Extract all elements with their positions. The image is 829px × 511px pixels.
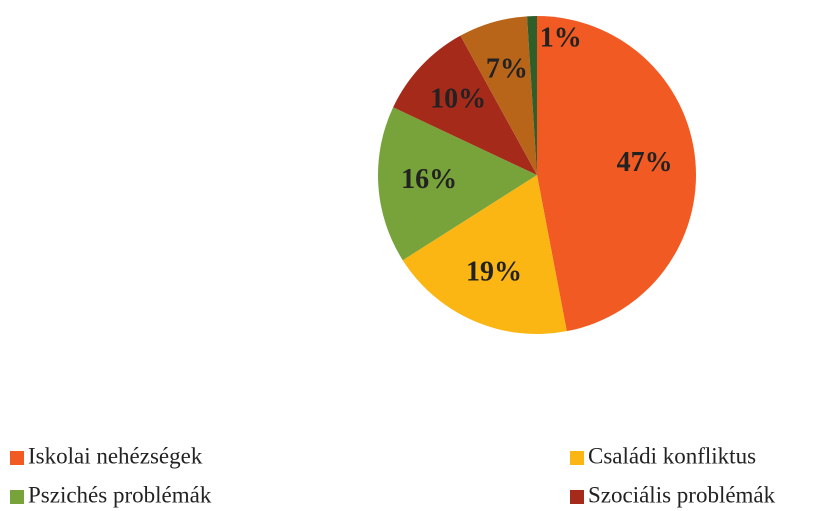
legend-label: Családi konfliktus bbox=[588, 443, 756, 468]
slice-label: 10% bbox=[430, 83, 486, 114]
legend-label: Szociális problémák bbox=[588, 482, 776, 507]
legend-swatch bbox=[10, 451, 24, 465]
pie-slice bbox=[527, 16, 537, 175]
pie-slice bbox=[460, 16, 537, 175]
slice-label: 19% bbox=[466, 257, 522, 288]
pie-slice bbox=[393, 35, 537, 175]
legend-swatch bbox=[570, 451, 584, 465]
pie-slice bbox=[402, 175, 567, 334]
pie-slice bbox=[537, 16, 697, 332]
slice-label: 47% bbox=[617, 147, 673, 178]
slice-label: 16% bbox=[401, 164, 457, 195]
pie-slice bbox=[378, 107, 537, 261]
legend-label: Iskolai nehézségek bbox=[28, 443, 203, 468]
slice-label: 1% bbox=[540, 22, 582, 53]
legend-swatch bbox=[10, 490, 24, 504]
legend-swatch bbox=[570, 490, 584, 504]
slice-label: 7% bbox=[486, 54, 528, 85]
legend-label: Pszichés problémák bbox=[28, 482, 212, 507]
